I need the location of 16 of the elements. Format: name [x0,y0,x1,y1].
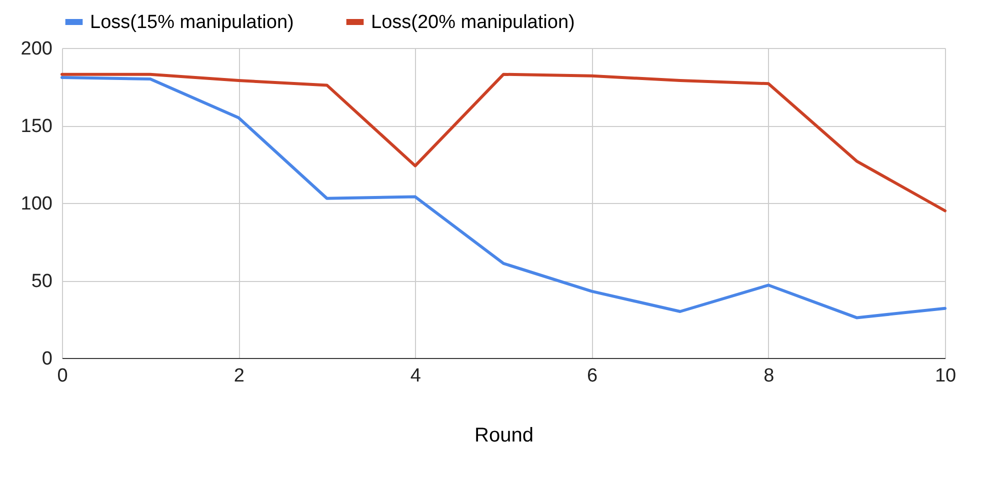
line-series [60,76,946,320]
x-axis-title: Round [474,424,534,446]
x-tick-label: 10 [934,366,956,386]
y-tick-label: 150 [20,116,52,137]
legend-label: Loss(15% manipulation) [90,12,294,33]
y-tick-label: 100 [20,194,52,214]
x-tick-label: 6 [587,366,598,386]
x-tick-label: 4 [410,366,422,386]
x-tick-label: 0 [57,366,68,386]
legend-label: Loss(20% manipulation) [371,12,575,33]
y-tick-label: 0 [42,348,52,370]
y-tick-label: 200 [20,38,52,60]
y-tick-label: 50 [31,271,52,292]
x-tick-label: 2 [234,366,244,386]
line-series [60,72,946,212]
x-tick-label: 8 [764,366,774,386]
